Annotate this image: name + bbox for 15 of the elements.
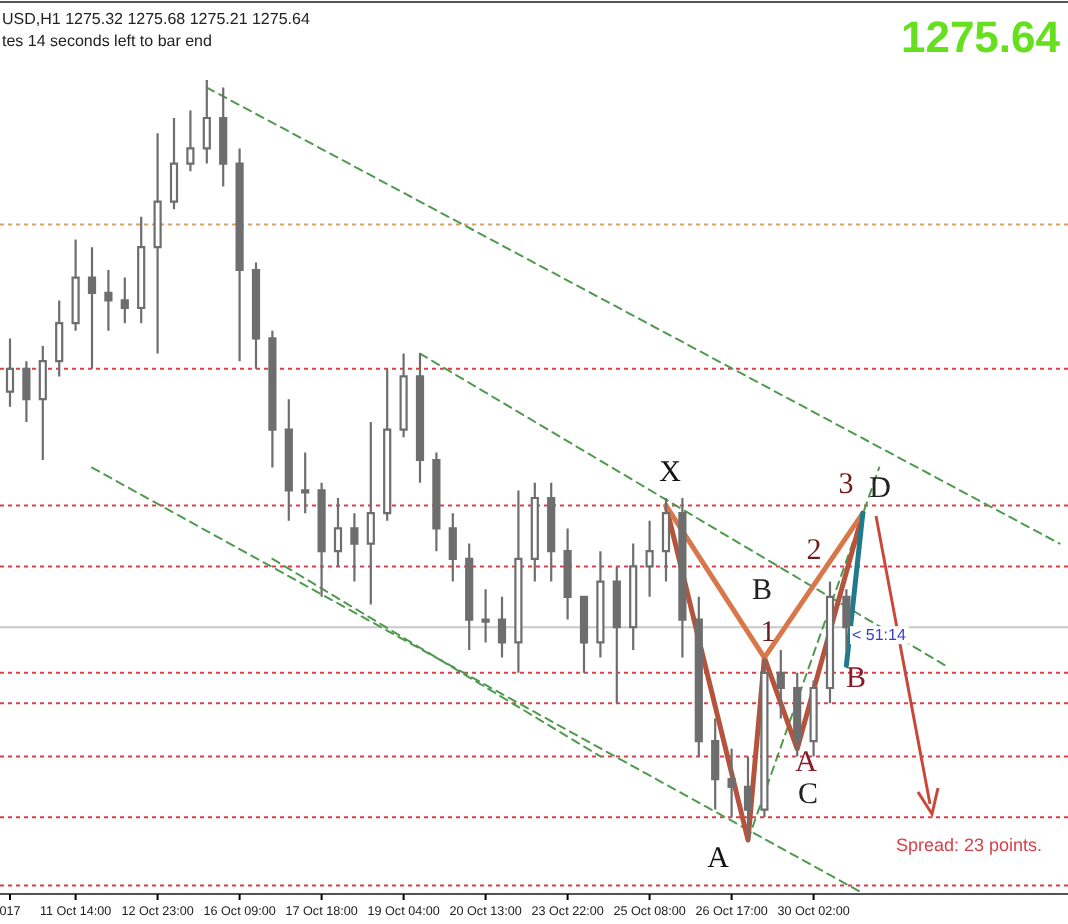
annotation: 2 — [806, 534, 822, 567]
text: A — [707, 842, 730, 875]
annotation: B — [845, 662, 867, 695]
annotation: C — [797, 778, 819, 811]
annotation: X — [659, 456, 682, 489]
annotation: 3 — [838, 468, 854, 501]
annotation: A — [795, 746, 818, 779]
annotation: < 51:14 — [852, 626, 907, 645]
chart-title: 1275.64 — [900, 12, 1062, 62]
annotation: 1 — [760, 616, 776, 649]
annotation: D — [869, 472, 892, 505]
annotation: B — [751, 574, 773, 607]
text: tes 14 seconds left to bar end — [2, 32, 212, 50]
annotation: Spread: 23 points. — [896, 834, 1043, 855]
chart-subtitle: USD,H1 1275.32 1275.68 1275.21 1275.64 — [2, 10, 311, 28]
